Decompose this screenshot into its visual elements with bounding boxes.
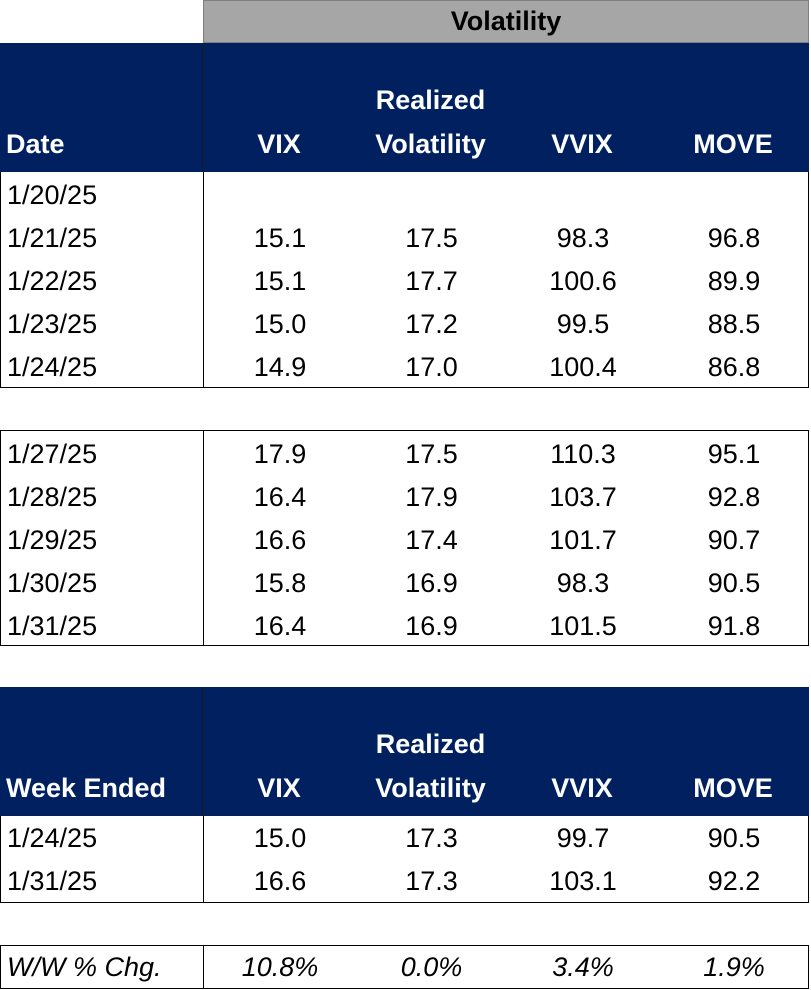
header-week-ended: Week Ended (6, 773, 167, 803)
summary-header-vix: VIX (257, 773, 301, 803)
summary-header: Week Ended VIX Realized Volatility VVIX … (0, 687, 809, 816)
header-move: MOVE (693, 129, 773, 159)
header-date: Date (6, 129, 65, 159)
table-row: 1/28/25 16.4 17.9 103.7 92.8 (7, 482, 761, 512)
table-title: Volatility (203, 0, 809, 43)
main-header: Date VIX Realized Volatility VVIX MOVE (0, 43, 809, 172)
summary-header-move: MOVE (693, 773, 773, 803)
table-row: 1/31/25 16.6 17.3 103.1 92.2 (7, 866, 761, 896)
table-row: 1/29/25 16.6 17.4 101.7 90.7 (7, 525, 761, 555)
change-block: W/W % Chg. 10.8% 0.0% 3.4% 1.9% (0, 945, 809, 989)
change-label: W/W % Chg. (7, 952, 162, 982)
table-row: 1/23/25 15.0 17.2 99.5 88.5 (7, 309, 761, 339)
table-row: 1/27/25 17.9 17.5 110.3 95.1 (7, 439, 761, 469)
week1-block: 1/20/25 1/21/25 15.1 17.5 98.3 96.8 1/22… (0, 172, 809, 388)
week2-block: 1/27/25 17.9 17.5 110.3 95.1 1/28/25 16.… (0, 430, 809, 646)
summary-header-realized-volatility: Realized Volatility (375, 729, 486, 803)
header-vvix: VVIX (551, 129, 613, 159)
change-row: W/W % Chg. 10.8% 0.0% 3.4% 1.9% (1, 946, 808, 989)
table-row: 1/24/25 14.9 17.0 100.4 86.8 (7, 352, 761, 382)
table-row: 1/24/25 15.0 17.3 99.7 90.5 (7, 823, 761, 853)
table-row: 1/21/25 15.1 17.5 98.3 96.8 (7, 223, 761, 253)
table-row: 1/31/25 16.4 16.9 101.5 91.8 (7, 611, 761, 641)
table-row: 1/22/25 15.1 17.7 100.6 89.9 (7, 266, 761, 296)
table-row: 1/30/25 15.8 16.9 98.3 90.5 (7, 568, 761, 598)
header-realized-volatility: Realized Volatility (375, 85, 486, 159)
header-vix: VIX (257, 129, 301, 159)
table-row: 1/20/25 (7, 180, 98, 210)
summary-block: 1/24/25 15.0 17.3 99.7 90.5 1/31/25 16.6… (0, 816, 809, 903)
summary-header-vvix: VVIX (551, 773, 613, 803)
title-text: Volatility (450, 6, 562, 36)
